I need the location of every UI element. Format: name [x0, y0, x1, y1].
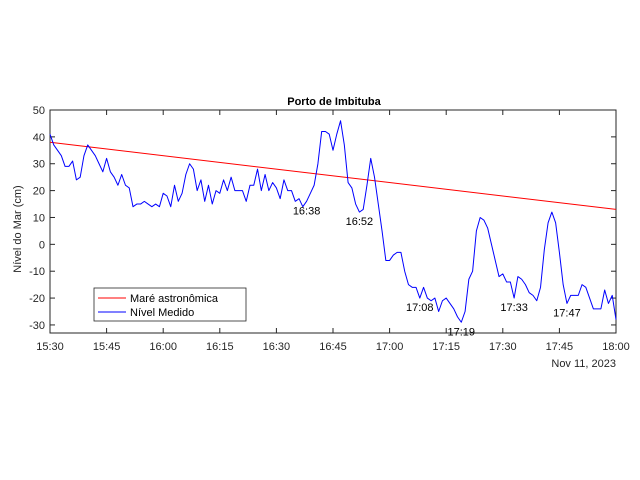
x-tick-label: 16:15 [206, 341, 234, 353]
annotation-label: 17:19 [448, 326, 476, 338]
y-tick-label: -10 [29, 266, 45, 278]
x-tick-label: 17:45 [546, 341, 574, 353]
y-tick-label: 40 [33, 132, 45, 144]
x-tick-label: 16:45 [319, 341, 347, 353]
y-tick-label: 0 [39, 239, 45, 251]
x-tick-label: 17:15 [432, 341, 460, 353]
x-tick-label: 17:00 [376, 341, 404, 353]
series-lines [49, 120, 617, 323]
annotation-label: 17:08 [406, 302, 434, 314]
x-axis: 15:30 15:45 16:00 16:15 16:30 16:45 17:00 17:15… [36, 110, 630, 353]
y-tick-label: 30 [33, 159, 45, 171]
y-tick-label: 20 [33, 186, 45, 198]
x-tick-label: 16:30 [263, 341, 291, 353]
series-nivel-medido [49, 120, 617, 323]
annotation-label: 16:38 [293, 205, 321, 217]
chart-title: Porto de Imbituba [287, 96, 381, 108]
annotation-label: 16:52 [346, 216, 374, 228]
x-tick-label: 18:00 [602, 341, 630, 353]
y-tick-label: -30 [29, 320, 45, 332]
legend-label-nivel-medido: Nível Medido [130, 307, 194, 319]
x-tick-label: 16:00 [149, 341, 177, 353]
y-tick-label: 10 [33, 212, 45, 224]
annotations: 16:38 16:52 17:08 17:19 17:33 17:47 [293, 205, 581, 338]
legend-label-mare-astronomica: Maré astronômica [130, 293, 219, 305]
x-tick-label: 15:30 [36, 341, 64, 353]
x-tick-label: 15:45 [93, 341, 121, 353]
legend-box [93, 287, 247, 322]
y-tick-label: 50 [33, 105, 45, 117]
annotation-label: 17:47 [553, 307, 581, 319]
y-tick-label: -20 [29, 293, 45, 305]
date-label: Nov 11, 2023 [551, 358, 616, 370]
legend: Maré astronômica Nível Medido [93, 287, 247, 322]
x-tick-label: 17:30 [489, 341, 517, 353]
y-axis-label: Nível do Mar (cm) [12, 185, 24, 272]
annotation-label: 17:33 [500, 302, 528, 314]
series-mare-astronomica [49, 141, 617, 210]
y-axis: -30 -20 -10 0 10 20 30 40 50 [29, 105, 616, 332]
